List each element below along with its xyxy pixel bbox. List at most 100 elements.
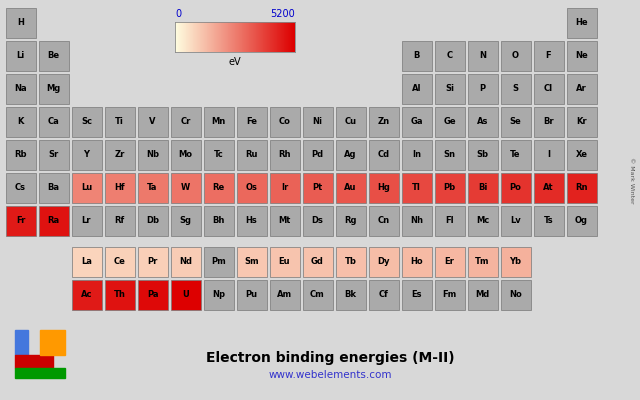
Text: Fe: Fe (246, 117, 257, 126)
Text: Nd: Nd (179, 257, 192, 266)
Text: Electron binding energies (M-II): Electron binding energies (M-II) (205, 351, 454, 365)
Bar (467, 40, 497, 70)
Bar (369, 106, 399, 136)
Text: Lu: Lu (81, 183, 92, 192)
Text: Cr: Cr (180, 117, 191, 126)
Bar (534, 40, 563, 70)
Bar (6, 206, 35, 236)
Bar (335, 172, 365, 202)
Bar (237, 106, 266, 136)
Text: Lv: Lv (510, 216, 521, 225)
Text: www.webelements.com: www.webelements.com (268, 370, 392, 380)
Text: As: As (477, 117, 488, 126)
Bar (104, 140, 134, 170)
Bar (500, 206, 531, 236)
Text: Be: Be (47, 51, 60, 60)
Text: C: C (447, 51, 452, 60)
Bar (566, 40, 596, 70)
Text: La: La (81, 257, 92, 266)
Bar (6, 172, 35, 202)
Bar (237, 246, 266, 276)
Bar (566, 106, 596, 136)
Text: V: V (149, 117, 156, 126)
Bar (534, 140, 563, 170)
Text: Th: Th (113, 290, 125, 299)
Bar (500, 40, 531, 70)
Bar (204, 280, 234, 310)
Text: Pd: Pd (312, 150, 324, 159)
Text: Ru: Ru (245, 150, 258, 159)
Bar (566, 206, 596, 236)
Text: Ce: Ce (113, 257, 125, 266)
Bar (72, 246, 102, 276)
Text: H: H (17, 18, 24, 27)
Bar (6, 40, 35, 70)
Bar (534, 74, 563, 104)
Text: Mc: Mc (476, 216, 489, 225)
Text: Sm: Sm (244, 257, 259, 266)
Text: F: F (546, 51, 551, 60)
Text: He: He (575, 18, 588, 27)
Bar (435, 246, 465, 276)
Bar (15, 330, 28, 355)
Bar (138, 280, 168, 310)
Bar (269, 106, 300, 136)
Bar (303, 206, 333, 236)
Bar (303, 106, 333, 136)
Text: Hs: Hs (246, 216, 257, 225)
Text: Ta: Ta (147, 183, 157, 192)
Text: Na: Na (14, 84, 27, 93)
Text: Fm: Fm (442, 290, 456, 299)
Text: Ho: Ho (410, 257, 423, 266)
Text: Am: Am (277, 290, 292, 299)
Text: Co: Co (278, 117, 291, 126)
Text: Ne: Ne (575, 51, 588, 60)
Bar (138, 206, 168, 236)
Bar (138, 106, 168, 136)
Bar (401, 40, 431, 70)
Text: Dy: Dy (377, 257, 390, 266)
Text: Fl: Fl (445, 216, 454, 225)
Text: Cl: Cl (544, 84, 553, 93)
Text: Ga: Ga (410, 117, 423, 126)
Bar (500, 140, 531, 170)
Bar (435, 172, 465, 202)
Text: Tb: Tb (344, 257, 356, 266)
Text: Es: Es (412, 290, 422, 299)
Bar (170, 140, 200, 170)
Bar (369, 172, 399, 202)
Text: Cu: Cu (344, 117, 356, 126)
Text: Rn: Rn (575, 183, 588, 192)
Text: P: P (479, 84, 486, 93)
Bar (401, 106, 431, 136)
Text: Bk: Bk (344, 290, 356, 299)
Bar (401, 172, 431, 202)
Text: Pa: Pa (147, 290, 158, 299)
Bar (335, 246, 365, 276)
Bar (104, 172, 134, 202)
Text: Pt: Pt (312, 183, 323, 192)
Bar (170, 280, 200, 310)
Bar (435, 74, 465, 104)
Text: S: S (513, 84, 518, 93)
Bar (401, 140, 431, 170)
Text: Ti: Ti (115, 117, 124, 126)
Text: Eu: Eu (278, 257, 291, 266)
Bar (72, 206, 102, 236)
Bar (467, 106, 497, 136)
Bar (38, 40, 68, 70)
Bar (38, 206, 68, 236)
Bar (269, 246, 300, 276)
Bar (566, 140, 596, 170)
Text: Sb: Sb (477, 150, 488, 159)
Text: Cs: Cs (15, 183, 26, 192)
Text: Ra: Ra (47, 216, 60, 225)
Bar (500, 246, 531, 276)
Bar (435, 280, 465, 310)
Text: Xe: Xe (575, 150, 588, 159)
Text: Rg: Rg (344, 216, 356, 225)
Text: Ir: Ir (281, 183, 288, 192)
Text: Mt: Mt (278, 216, 291, 225)
Text: Se: Se (509, 117, 522, 126)
Text: I: I (547, 150, 550, 159)
